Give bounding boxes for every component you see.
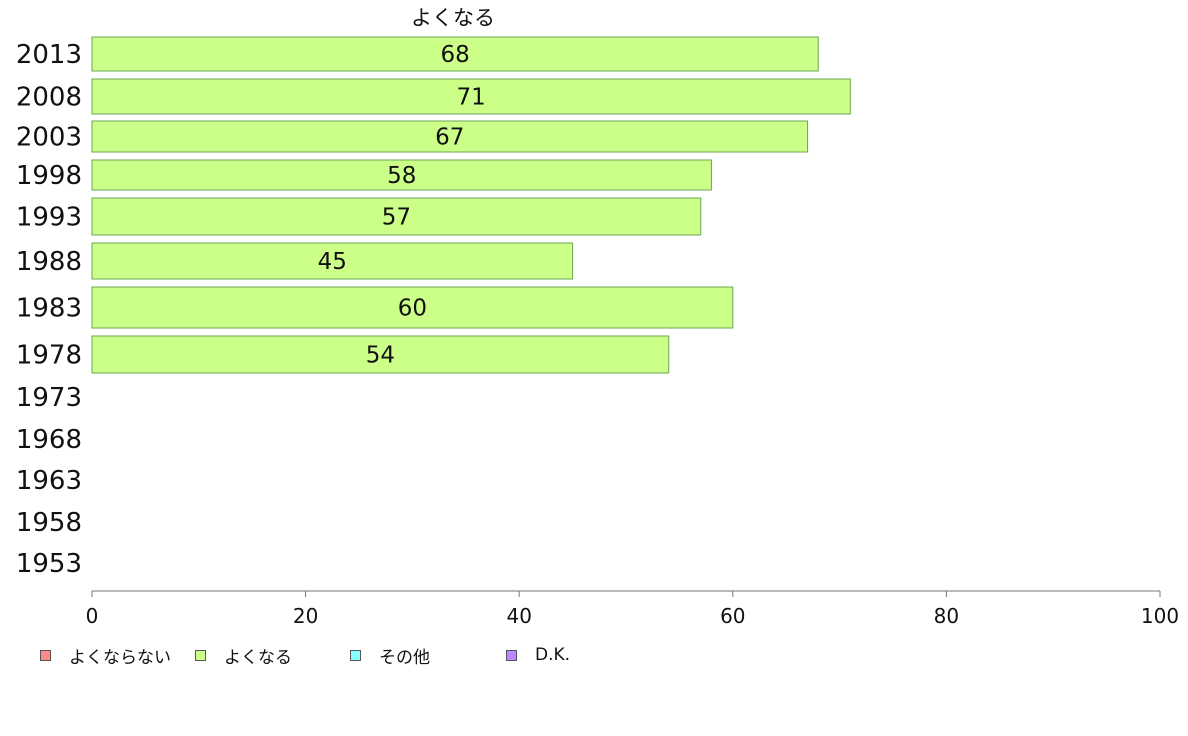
x-tick-label: 80 [934,604,959,628]
category-label: 1993 [16,203,82,233]
category-label: 1978 [16,341,82,371]
legend-swatch [40,649,51,661]
x-tick-label: 100 [1141,604,1179,628]
legend-item: よくなる [195,645,292,668]
category-label: 1998 [16,161,82,191]
category-label: 1973 [16,383,82,413]
legend-item: よくならない [40,645,171,668]
bar [91,120,809,153]
legend-label: その他 [379,647,430,668]
bar [91,286,734,329]
category-label: 2003 [16,123,82,153]
bar-value-label: 60 [398,296,427,322]
x-tick-label: 40 [506,604,531,628]
legend-label: D.K. [535,645,571,665]
bar [91,242,574,280]
category-label: 1963 [16,466,82,496]
bar-value-label: 71 [456,85,485,111]
chart-title: よくなる [411,6,495,30]
category-label: 1953 [16,549,82,579]
bar [91,197,702,236]
bar-value-label: 58 [387,163,416,189]
legend-label: よくなる [224,647,292,668]
category-label: 1988 [16,247,82,277]
bar [91,159,712,191]
bar-value-label: 54 [366,343,395,369]
bar-value-label: 67 [435,125,464,151]
legend-item: D.K. [506,645,570,665]
bar [91,335,670,374]
bar [91,78,851,115]
legend: よくならない よくなる その他 D.K. [0,645,1188,669]
legend-swatch [195,649,206,661]
x-tick-label: 0 [86,604,99,628]
bar [91,36,819,72]
category-label: 1968 [16,425,82,455]
category-label: 1958 [16,508,82,538]
x-tick-label: 20 [293,604,318,628]
legend-swatch [350,649,361,661]
bar-value-label: 45 [318,249,347,275]
bar-value-label: 57 [382,205,411,231]
bar-value-label: 68 [440,42,469,68]
category-label: 2013 [16,40,82,70]
legend-item: その他 [350,645,430,668]
category-label: 2008 [16,83,82,113]
category-label: 1983 [16,294,82,324]
legend-swatch [506,649,517,661]
legend-label: よくならない [69,647,171,668]
x-tick-label: 60 [720,604,745,628]
x-axis: 0 20 40 60 80 100 [86,590,1179,628]
category-labels: 2013 2008 2003 1998 1993 1988 1983 1978 1973 1968… [16,40,82,579]
